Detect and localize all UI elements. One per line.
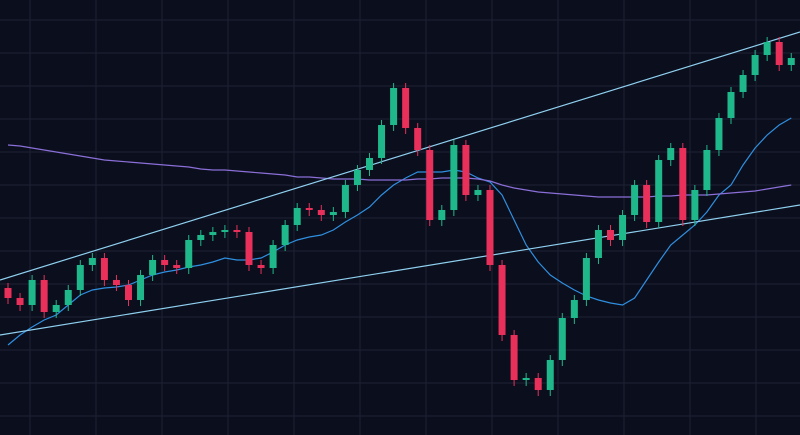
candle-body: [558, 318, 566, 360]
candle-body: [233, 230, 241, 232]
candle-body: [281, 225, 289, 245]
candle-body: [631, 185, 639, 215]
candle-body: [510, 335, 518, 380]
candle-body: [739, 75, 747, 92]
trendlines: [0, 31, 800, 336]
candle-body: [185, 240, 193, 268]
candles: [4, 37, 795, 396]
candle-body: [317, 210, 325, 215]
candle-body: [329, 212, 337, 215]
candle-body: [40, 280, 48, 312]
candle-body: [715, 118, 723, 150]
channel-upper: [0, 31, 800, 281]
candle-body: [607, 230, 614, 240]
candle-body: [787, 58, 795, 65]
candle-body: [209, 232, 217, 235]
candle-body: [173, 265, 181, 268]
candle-body: [474, 190, 482, 195]
candle-body: [775, 42, 783, 65]
candle-body: [763, 42, 771, 55]
candle-body: [751, 55, 759, 75]
candle-body: [125, 285, 132, 300]
candle-body: [438, 210, 446, 220]
channel-lower: [0, 204, 800, 336]
candle-body: [293, 208, 301, 225]
candle-body: [197, 235, 205, 240]
candle-body: [498, 265, 506, 335]
candle-body: [88, 258, 96, 265]
candle-body: [28, 280, 36, 305]
candle-body: [679, 148, 687, 220]
candle-body: [462, 145, 470, 195]
candle-body: [112, 280, 120, 285]
candle-body: [402, 88, 410, 128]
candle-body: [691, 190, 699, 220]
candle-body: [703, 150, 711, 190]
candle-body: [4, 288, 12, 298]
candle-body: [341, 185, 349, 212]
candle-body: [137, 275, 145, 300]
candle-body: [450, 145, 458, 210]
candle-body: [245, 232, 253, 265]
candle-body: [149, 260, 157, 275]
candle-body: [378, 125, 386, 158]
candle-body: [414, 128, 422, 150]
candle-body: [486, 190, 494, 265]
candle-body: [100, 258, 108, 280]
candle-body: [534, 378, 542, 390]
candle-body: [667, 148, 675, 160]
candle-body: [52, 305, 60, 312]
candle-body: [16, 298, 24, 305]
candle-body: [390, 88, 398, 125]
candle-body: [426, 150, 434, 220]
candle-body: [64, 290, 72, 305]
candle-body: [546, 360, 554, 390]
candle-body: [655, 160, 663, 222]
candle-body: [366, 158, 373, 170]
candle-body: [727, 92, 735, 118]
candle-body: [522, 378, 530, 380]
candle-body: [257, 265, 265, 268]
candle-body: [76, 265, 84, 290]
candle-body: [582, 258, 590, 300]
candle-body: [221, 230, 229, 232]
candle-body: [643, 185, 651, 222]
candle-body: [269, 245, 277, 268]
candle-body: [619, 215, 627, 240]
candle-body: [594, 230, 602, 258]
candle-body: [353, 170, 361, 185]
candle-body: [161, 260, 169, 265]
candle-body: [570, 300, 578, 318]
candle-body: [305, 208, 313, 210]
